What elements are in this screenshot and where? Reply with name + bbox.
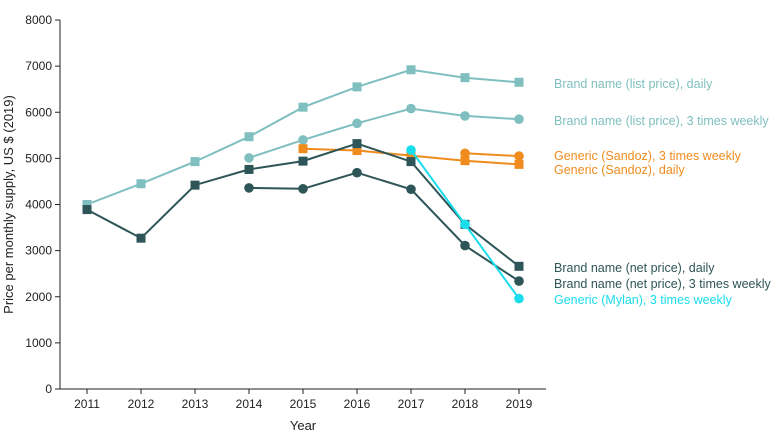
- data-point: [406, 157, 416, 167]
- data-point: [352, 146, 362, 156]
- data-point: [298, 144, 308, 154]
- data-point: [406, 103, 416, 114]
- data-point: [460, 148, 470, 159]
- legend-label: Brand name (list price), daily: [554, 77, 713, 91]
- data-point: [244, 132, 254, 142]
- data-point: [460, 73, 470, 83]
- legend-label: Generic (Sandoz), 3 times weekly: [554, 149, 742, 163]
- data-point: [406, 184, 416, 195]
- series-3: [460, 148, 524, 161]
- y-ticks: 0 1000 2000 3000 4000 5000 6000 7000 8000: [25, 13, 60, 396]
- data-point: [460, 240, 470, 251]
- x-tick-label: 2012: [128, 397, 155, 411]
- data-point: [352, 139, 362, 149]
- data-point: [460, 111, 470, 121]
- series-line: [464, 152, 520, 158]
- data-point: [352, 167, 362, 178]
- data-point: [460, 156, 470, 166]
- data-point: [136, 233, 146, 243]
- x-tick-label: 2016: [344, 397, 371, 411]
- data-point: [244, 164, 254, 174]
- data-point: [514, 151, 524, 161]
- legend-label: Brand name (list price), 3 times weekly: [554, 114, 769, 128]
- data-point: [514, 159, 524, 169]
- data-point: [190, 157, 200, 167]
- data-point: [406, 65, 416, 75]
- data-point: [352, 118, 362, 129]
- data-point: [352, 82, 362, 92]
- x-tick-label: 2013: [182, 397, 209, 411]
- x-tick-label: 2018: [452, 397, 479, 411]
- series-layer: [82, 65, 524, 304]
- y-tick-label: 8000: [25, 13, 52, 27]
- data-point: [298, 102, 308, 112]
- series-1: [82, 65, 524, 209]
- y-tick-label: 0: [45, 382, 52, 396]
- y-axis-title: Price per monthly supply, US $ (2019): [1, 95, 16, 314]
- x-tick-label: 2019: [506, 397, 533, 411]
- y-tick-label: 6000: [25, 105, 52, 119]
- data-point: [406, 145, 416, 155]
- data-point: [514, 293, 524, 304]
- data-point: [136, 179, 146, 189]
- y-tick-label: 4000: [25, 198, 52, 212]
- data-point: [298, 156, 308, 166]
- legend-label: Generic (Sandoz), daily: [554, 163, 685, 177]
- data-point: [514, 261, 524, 271]
- y-tick-label: 3000: [25, 244, 52, 258]
- x-tick-label: 2017: [398, 397, 425, 411]
- y-tick-label: 5000: [25, 151, 52, 165]
- data-point: [406, 151, 416, 161]
- series-2: [244, 103, 524, 163]
- y-tick-label: 1000: [25, 336, 52, 350]
- x-ticks: 2011 2012 2013 2014 2015 2016 2017 2018 2019: [74, 389, 533, 411]
- series-7: [406, 145, 524, 304]
- data-point: [514, 114, 524, 124]
- data-point: [244, 183, 254, 193]
- legend: Brand name (list price), daily Brand name…: [554, 77, 772, 307]
- data-point: [514, 77, 524, 87]
- series-line: [248, 107, 520, 159]
- y-tick-label: 7000: [25, 59, 52, 73]
- data-point: [190, 180, 200, 190]
- series-line: [248, 171, 520, 282]
- series-5: [82, 139, 524, 271]
- data-point: [82, 205, 92, 215]
- data-point: [244, 153, 254, 163]
- x-tick-label: 2014: [236, 397, 263, 411]
- legend-label: Brand name (net price), daily: [554, 261, 715, 275]
- data-point: [298, 135, 308, 145]
- y-tick-label: 2000: [25, 290, 52, 304]
- data-point: [514, 276, 524, 286]
- series-6: [244, 167, 524, 286]
- data-point: [298, 184, 308, 194]
- x-axis-title: Year: [290, 418, 317, 433]
- legend-label: Generic (Mylan), 3 times weekly: [554, 293, 733, 307]
- x-tick-label: 2011: [74, 397, 100, 411]
- data-point: [460, 219, 470, 230]
- x-tick-label: 2015: [290, 397, 317, 411]
- data-point: [82, 200, 92, 209]
- legend-label: Brand name (net price), 3 times weekly: [554, 277, 772, 291]
